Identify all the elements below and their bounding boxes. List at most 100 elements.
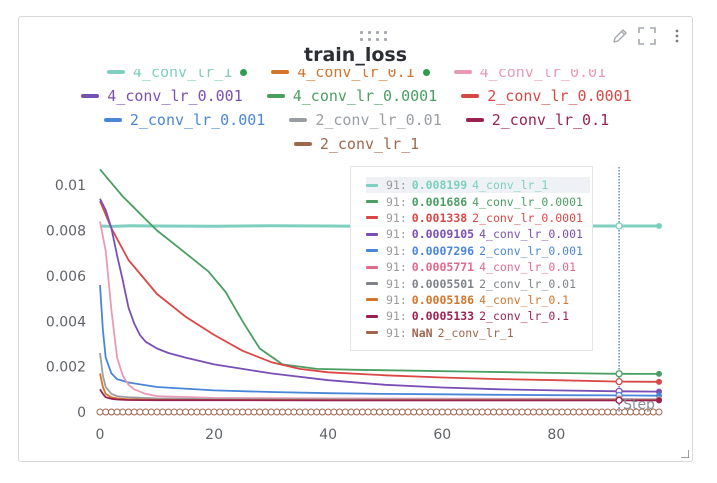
tooltip-run-name: 2_conv_lr_1 — [437, 325, 514, 340]
series-point-2-conv-lr-1 — [290, 408, 298, 416]
chart-title: train_loss — [304, 44, 407, 66]
legend-item-2-conv-lr-1[interactable]: 2_conv_lr_1 — [293, 135, 419, 153]
tooltip-step: 91: — [386, 292, 407, 307]
tooltip-run-name: 4_conv_lr_0.001 — [479, 227, 583, 242]
series-point-2-conv-lr-1 — [415, 408, 423, 416]
series-point-2-conv-lr-1 — [199, 408, 207, 416]
legend-item-4-conv-lr-0-1[interactable]: 4_conv_lr_0.1 — [271, 69, 430, 81]
series-point-2-conv-lr-1 — [604, 408, 612, 416]
legend-label: 2_conv_lr_0.0001 — [487, 87, 632, 105]
hover-tooltip: 91: 0.008199 4_conv_lr_1 91: 0.001686 4_conv_… — [350, 166, 593, 351]
series-line-2-conv-lr-0-0001 — [99, 200, 660, 383]
legend-item-4-conv-lr-0-001[interactable]: 4_conv_lr_0.001 — [81, 87, 243, 105]
legend-swatch — [293, 142, 312, 146]
series-point-2-conv-lr-1 — [398, 408, 406, 416]
series-point-2-conv-lr-1 — [358, 408, 366, 416]
tooltip-step: 91: — [386, 260, 407, 275]
tooltip-swatch — [366, 200, 378, 204]
tooltip-value: 0.0005186 — [411, 292, 475, 307]
tooltip-run-name: 4_conv_lr_0.01 — [479, 260, 577, 275]
legend-row: 2_conv_lr_1 — [19, 135, 692, 153]
tooltip-value: 0.001338 — [411, 210, 468, 225]
series-point-2-conv-lr-1 — [107, 408, 115, 416]
legend-label: 4_conv_lr_0.1 — [297, 69, 415, 81]
series-point-2-conv-lr-1 — [575, 408, 583, 416]
series-point-2-conv-lr-1 — [187, 408, 195, 416]
tooltip-value: 0.0005133 — [411, 309, 475, 324]
legend-item-2-conv-lr-0-01[interactable]: 2_conv_lr_0.01 — [289, 111, 442, 129]
legend-item-4-conv-lr-0-01[interactable]: 4_conv_lr_0.01 — [453, 69, 606, 81]
x-tick-label: 20 — [205, 427, 223, 443]
series-point-2-conv-lr-1 — [478, 408, 486, 416]
tooltip-value: 0.0009105 — [411, 227, 475, 242]
chart-legend: 4_conv_lr_1 4_conv_lr_0.1 4_conv_lr_0.01 4_… — [19, 69, 692, 167]
series-point-2-conv-lr-1 — [495, 408, 503, 416]
legend-item-2-conv-lr-0-0001[interactable]: 2_conv_lr_0.0001 — [461, 87, 632, 105]
tooltip-row: 91: 0.0005133 2_conv_lr_0.1 — [366, 308, 590, 324]
line-chart[interactable]: 0 0.002 0.004 0.006 0.008 0.01 0 20 40 60 80 Step — [19, 17, 693, 462]
legend-item-2-conv-lr-0-1[interactable]: 2_conv_lr_0.1 — [465, 111, 610, 129]
series-point-2-conv-lr-1 — [130, 408, 138, 416]
series-line-2-conv-lr-0-1 — [99, 388, 659, 402]
series-point-2-conv-lr-1 — [524, 408, 532, 416]
legend-swatch — [465, 118, 484, 122]
legend-label: 4_conv_lr_1 — [132, 69, 233, 81]
more-vertical-icon — [675, 29, 679, 43]
tooltip-step: 91: — [386, 243, 407, 258]
resize-handle-icon[interactable] — [681, 450, 689, 458]
tooltip-step: 91: — [386, 210, 407, 225]
series-point-2-conv-lr-1 — [438, 408, 446, 416]
legend-item-4-conv-lr-1[interactable]: 4_conv_lr_1 — [106, 69, 248, 81]
fullscreen-button[interactable] — [637, 26, 657, 46]
series-point-2-conv-lr-1 — [421, 408, 429, 416]
tooltip-step: 91: — [386, 178, 407, 193]
legend-label: 2_conv_lr_0.1 — [491, 111, 610, 129]
legend-label: 4_conv_lr_0.0001 — [292, 87, 438, 105]
more-options-button[interactable] — [667, 26, 687, 46]
tooltip-swatch — [366, 282, 378, 286]
tooltip-run-name: 4_conv_lr_0.1 — [479, 292, 570, 307]
series-point-2-conv-lr-1 — [530, 408, 538, 416]
series-point-2-conv-lr-1 — [233, 408, 241, 416]
series-point-2-conv-lr-1 — [284, 408, 292, 416]
tooltip-swatch — [366, 183, 378, 187]
end-point-4-conv-lr-0-0001 — [656, 370, 662, 377]
series-point-2-conv-lr-1 — [387, 408, 395, 416]
series-point-2-conv-lr-1 — [142, 408, 150, 416]
drag-handle-icon[interactable] — [360, 31, 390, 43]
series-point-2-conv-lr-1 — [153, 408, 161, 416]
x-tick-label: 40 — [319, 427, 337, 443]
legend-item-4-conv-lr-0-0001[interactable]: 4_conv_lr_0.0001 — [266, 87, 438, 105]
tooltip-value: 0.0005771 — [411, 260, 475, 275]
series-point-2-conv-lr-1 — [296, 408, 304, 416]
series-point-2-conv-lr-1 — [461, 408, 469, 416]
series-point-2-conv-lr-1 — [256, 408, 264, 416]
series-point-2-conv-lr-1 — [267, 408, 275, 416]
series-point-2-conv-lr-1 — [164, 408, 172, 416]
tooltip-value: 0.0007296 — [411, 243, 475, 258]
series-point-2-conv-lr-1 — [518, 408, 526, 416]
tooltip-swatch — [366, 232, 378, 236]
legend-item-2-conv-lr-0-001[interactable]: 2_conv_lr_0.001 — [103, 111, 265, 129]
legend-row: 4_conv_lr_1 4_conv_lr_0.1 4_conv_lr_0.01 — [19, 69, 692, 81]
y-tick-label: 0.008 — [46, 224, 86, 240]
edit-panel-button[interactable] — [610, 26, 630, 46]
tooltip-swatch — [366, 216, 378, 220]
series-point-2-conv-lr-1 — [587, 408, 595, 416]
series-point-2-conv-lr-1 — [410, 408, 418, 416]
tooltip-row: 91: 0.0005186 4_conv_lr_0.1 — [366, 292, 590, 308]
tooltip-row: 91: 0.001338 2_conv_lr_0.0001 — [366, 210, 590, 226]
series-point-2-conv-lr-1 — [182, 408, 190, 416]
series-point-2-conv-lr-1 — [170, 408, 178, 416]
series-point-2-conv-lr-1 — [512, 408, 520, 416]
tooltip-run-name: 2_conv_lr_0.01 — [479, 276, 577, 291]
series-point-2-conv-lr-1 — [376, 408, 383, 416]
legend-row: 4_conv_lr_0.001 4_conv_lr_0.0001 2_conv_lr… — [19, 87, 692, 105]
tooltip-value: 0.001686 — [411, 194, 468, 209]
legend-swatch — [453, 70, 472, 74]
tooltip-swatch — [366, 331, 378, 335]
series-point-2-conv-lr-1 — [336, 408, 344, 416]
legend-swatch — [461, 94, 480, 98]
tooltip-value: 0.008199 — [411, 178, 468, 193]
series-point-2-conv-lr-1 — [273, 408, 281, 416]
